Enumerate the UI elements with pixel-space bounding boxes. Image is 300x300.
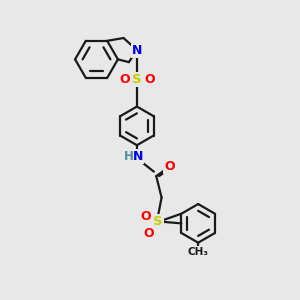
Text: O: O bbox=[143, 227, 154, 240]
Text: O: O bbox=[119, 73, 130, 86]
Text: H: H bbox=[124, 150, 134, 163]
Text: O: O bbox=[164, 160, 175, 173]
Text: N: N bbox=[132, 44, 142, 57]
Text: N: N bbox=[133, 150, 144, 163]
Text: O: O bbox=[144, 73, 155, 86]
Text: O: O bbox=[140, 210, 151, 223]
Text: S: S bbox=[153, 215, 163, 228]
Text: CH₃: CH₃ bbox=[188, 247, 209, 257]
Text: S: S bbox=[132, 73, 142, 86]
